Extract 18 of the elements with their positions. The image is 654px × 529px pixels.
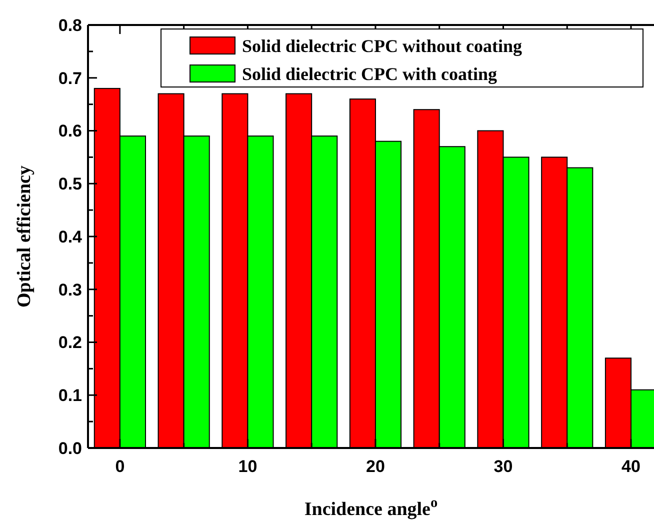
legend-label: Solid dielectric CPC with coating (242, 64, 497, 84)
x-tick-label: 0 (115, 457, 125, 476)
x-tick-label: 40 (622, 457, 640, 476)
y-tick-label: 0.5 (58, 174, 82, 194)
y-tick-label: 0.2 (58, 333, 82, 352)
y-tick-label: 0.3 (58, 280, 82, 300)
x-tick-label: 30 (494, 457, 513, 476)
y-tick-label: 0.1 (58, 386, 82, 406)
x-tick-label: 10 (238, 457, 258, 476)
y-tick-label: 0.7 (58, 68, 82, 88)
x-axis-title: Incidence angle$^{o}$ (304, 495, 438, 520)
x-tick-label: 20 (366, 457, 385, 476)
y-axis-title: Optical efficiency (14, 165, 35, 308)
y-tick-label: 0.4 (58, 227, 83, 246)
text: 0.0 (58, 438, 82, 458)
y-tick-label: 0.8 (58, 16, 82, 35)
y-tick-label: 0.6 (58, 122, 82, 141)
legend-label: Solid dielectric CPC without coating (242, 36, 522, 56)
